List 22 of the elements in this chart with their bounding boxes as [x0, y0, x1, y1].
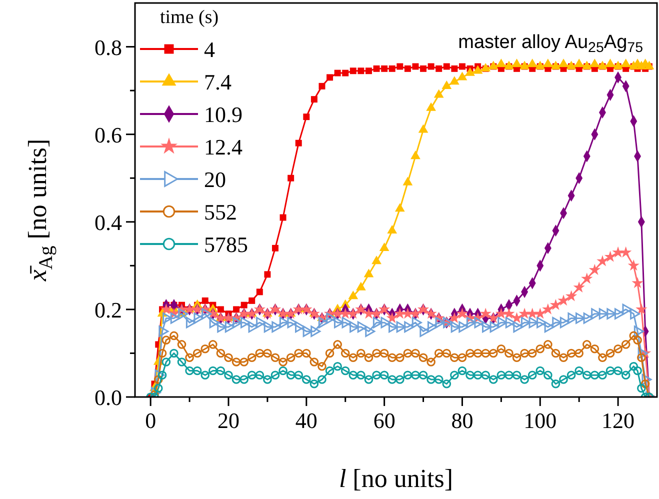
legend-label: 10.9 [204, 102, 242, 127]
x-tick-label: 20 [217, 408, 240, 433]
y-tick-label: 0.2 [94, 297, 122, 322]
x-tick-label: 0 [145, 408, 156, 433]
legend-label: 4 [204, 37, 215, 62]
legend-label: 7.4 [204, 70, 232, 94]
legend-label: 552 [204, 200, 237, 224]
legend-label: 12.4 [204, 134, 242, 160]
legend-label: 20 [204, 167, 226, 192]
annotation: master alloy Au$_{25}$Ag$_{75}$ [458, 32, 644, 56]
y-tick-label: 0.4 [94, 210, 122, 235]
legend-label: 5785 [204, 232, 248, 257]
x-tick-label: 60 [373, 408, 396, 433]
x-tick-label: 40 [295, 408, 318, 433]
y-tick-label: 0.8 [94, 34, 122, 60]
y-tick-label: 0.6 [94, 122, 122, 148]
x-tick-label: 80 [451, 408, 474, 433]
x-tick-label: 100 [524, 408, 557, 433]
x-tick-label: 120 [602, 408, 635, 433]
legend-title: time (s) [160, 7, 219, 28]
y-tick-label: 0.0 [94, 385, 122, 410]
x-axis-title: l [no units] [338, 464, 454, 493]
